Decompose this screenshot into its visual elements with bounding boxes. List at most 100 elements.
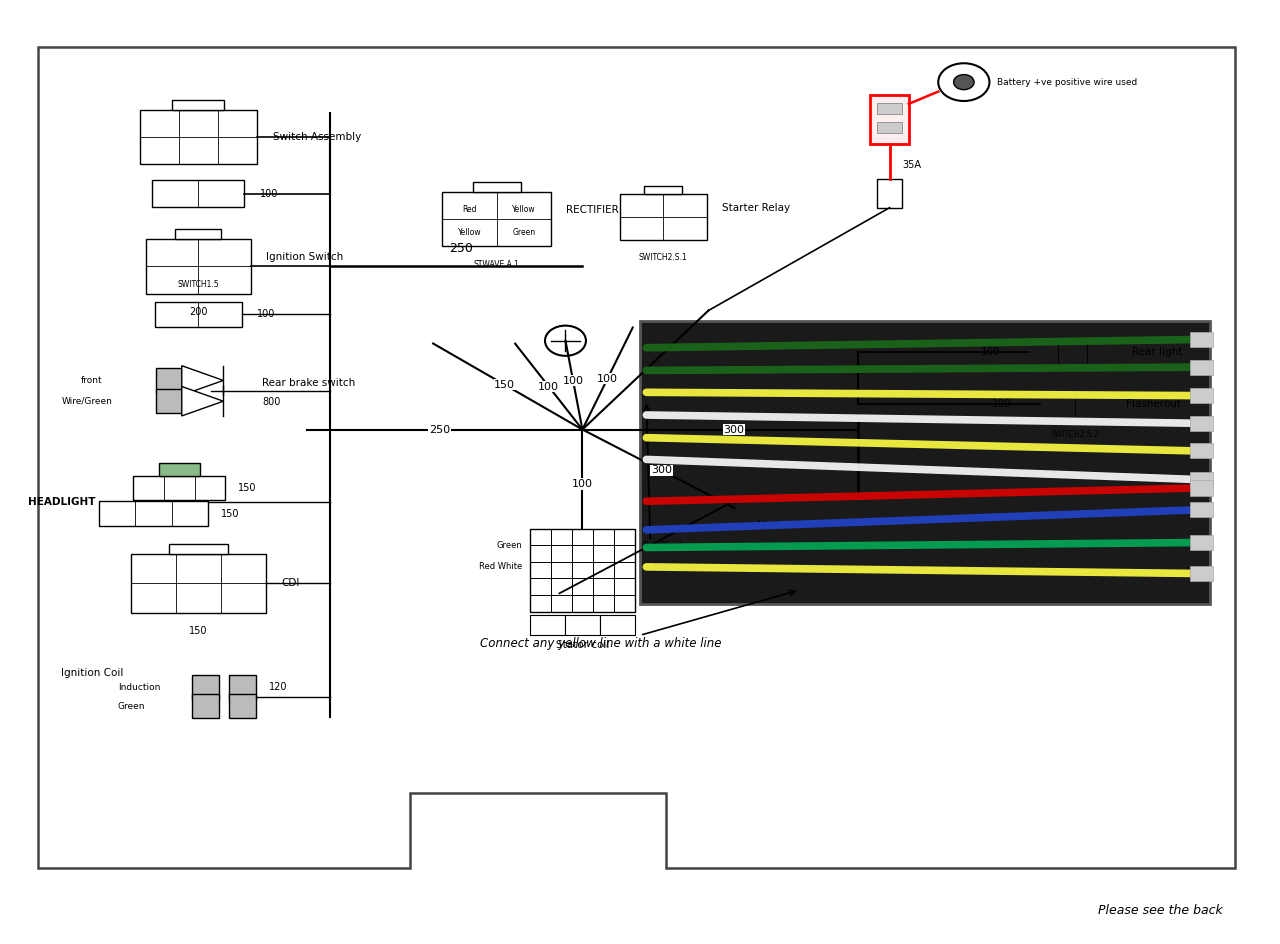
Text: Wire/Green: Wire/Green [61,396,113,406]
Bar [173,100,224,110]
Circle shape [545,326,586,356]
Bar [132,554,266,613]
Text: 100: 100 [539,381,559,392]
Bar [169,544,228,554]
Text: Connect any yellow line with a white line: Connect any yellow line with a white lin… [480,637,722,650]
Bar [1190,565,1213,581]
Text: 100: 100 [572,479,593,489]
Text: Switch Assembly: Switch Assembly [273,132,361,142]
Text: 150: 150 [238,483,256,493]
Bar [156,389,182,413]
Circle shape [954,75,974,90]
Text: Battery +ve positive wire used: Battery +ve positive wire used [997,77,1138,87]
Text: Ignition Switch: Ignition Switch [266,252,343,261]
Text: Flasherout: Flasherout [1126,399,1180,409]
Text: 250: 250 [449,242,472,255]
Text: Yellow: Yellow [643,562,668,570]
Text: CDI: CDI [282,579,300,588]
Bar [600,615,635,635]
Text: SWITCH1.5: SWITCH1.5 [178,280,219,290]
Bar [877,179,902,208]
Circle shape [938,63,989,101]
Text: Red White: Red White [479,562,522,570]
Bar [1190,502,1213,517]
Bar [175,229,221,239]
Text: 300: 300 [652,465,672,476]
Bar [1190,535,1213,550]
Text: 150: 150 [494,379,516,390]
Bar [146,239,251,294]
Bar [564,615,600,635]
Text: 100: 100 [596,374,618,383]
Text: STWAVE.A.1: STWAVE.A.1 [474,260,520,269]
Text: Rear light: Rear light [1132,347,1181,357]
Text: Horn: Horn [758,519,780,529]
Text: Stator coil: Stator coil [556,640,609,650]
Bar [140,110,257,164]
Bar [1190,415,1213,430]
Text: Ignition Coil: Ignition Coil [61,668,124,678]
Bar [100,501,207,526]
Bar [192,675,219,700]
Text: front: front [81,376,102,385]
Bar [620,194,707,240]
Text: SWITCH2.S.2: SWITCH2.S.2 [1051,430,1100,439]
Bar [1190,480,1213,496]
Text: 250: 250 [429,425,449,434]
Text: 100: 100 [980,347,1000,357]
Circle shape [718,496,751,520]
Text: 800: 800 [262,397,280,407]
Text: 100: 100 [260,189,278,198]
Text: 300: 300 [723,425,744,434]
Text: Rear brake switch: Rear brake switch [262,379,356,388]
Bar [192,694,219,718]
Bar [152,180,244,207]
Bar [877,122,902,133]
Bar [133,476,225,500]
Text: 35A: 35A [902,160,922,170]
Text: 200: 200 [189,307,207,317]
Text: 150: 150 [189,626,207,636]
Bar [229,675,256,700]
Text: 150: 150 [221,509,239,518]
Bar [1190,360,1213,375]
Bar [1190,388,1213,403]
Text: 100: 100 [991,399,1011,409]
Text: 100: 100 [563,376,584,386]
Text: HEADLIGHT: HEADLIGHT [28,497,96,507]
Bar [870,95,909,144]
Text: Green: Green [512,228,535,237]
Bar [159,463,200,476]
Bar [1190,444,1213,459]
Bar [877,103,902,114]
Text: 100: 100 [257,310,275,319]
Polygon shape [182,365,223,396]
Text: Starter Relay: Starter Relay [722,203,790,212]
Bar [1029,340,1116,364]
Bar [1039,392,1111,416]
Bar [156,368,182,393]
Bar [644,186,682,194]
Text: Yellow: Yellow [458,228,481,237]
Text: Please see the back: Please see the back [1098,904,1222,918]
Text: Induction: Induction [118,683,160,692]
Text: Red: Red [462,205,476,214]
Text: Red/Black: Red/Black [643,541,685,549]
Text: Green: Green [497,541,522,549]
Bar [1190,332,1213,347]
Text: RECTIFIER: RECTIFIER [566,205,620,214]
Bar [229,694,256,718]
Bar [443,192,552,246]
Bar [1190,472,1213,487]
Polygon shape [182,386,223,416]
Text: Yellow: Yellow [512,205,535,214]
Text: 120: 120 [269,683,287,692]
Bar [472,182,521,192]
Bar [530,529,635,612]
Bar [155,302,242,327]
Bar [530,615,564,635]
Polygon shape [38,47,1235,868]
Text: Green: Green [118,701,145,711]
Text: SWITCH2.S.1: SWITCH2.S.1 [639,253,687,262]
Bar [640,321,1210,604]
